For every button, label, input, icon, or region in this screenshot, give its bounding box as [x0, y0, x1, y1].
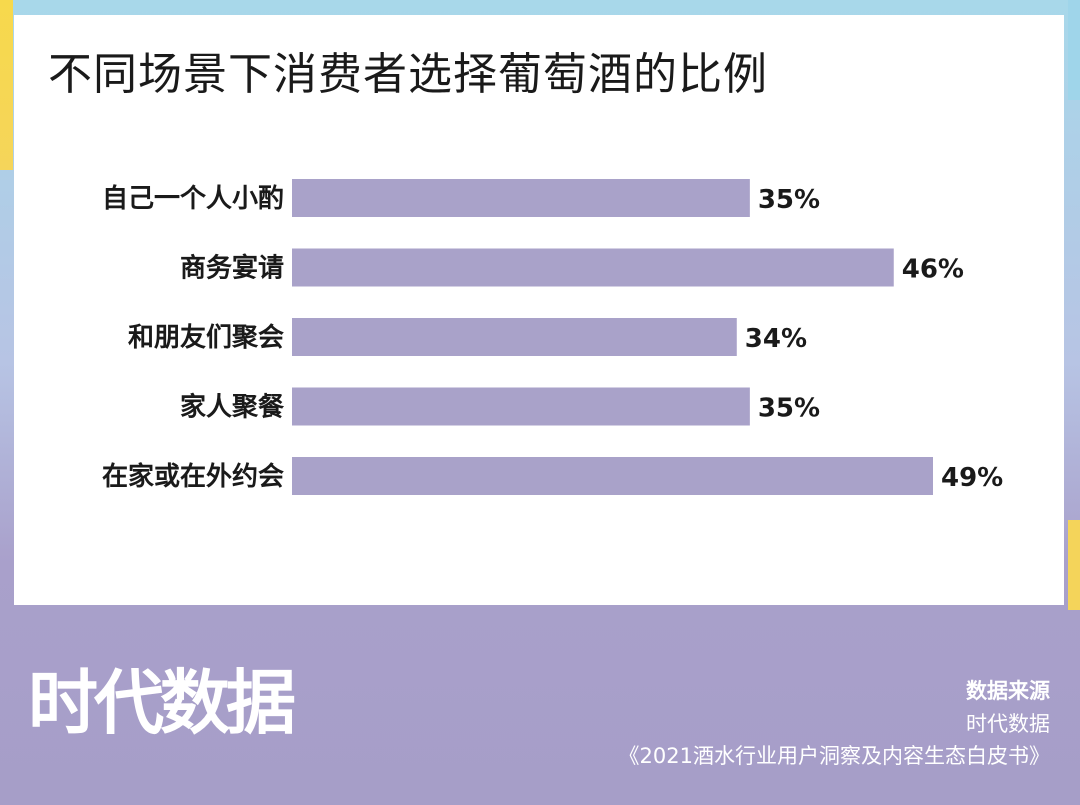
bar-0	[292, 179, 750, 217]
value-label-1: 46%	[902, 255, 964, 285]
category-label-4: 在家或在外约会	[102, 461, 284, 492]
category-label-2: 和朋友们聚会	[128, 323, 284, 353]
value-label-4: 49%	[941, 463, 1003, 493]
right-accent-stripe	[1068, 0, 1080, 100]
source-name: 时代数据	[966, 712, 1050, 736]
value-label-2: 34%	[745, 324, 807, 354]
bar-4	[292, 457, 933, 495]
left-accent-stripe	[0, 0, 13, 170]
source-heading: 数据来源	[966, 679, 1050, 703]
category-label-1: 商务宴请	[180, 253, 284, 284]
bar-3	[292, 387, 750, 426]
value-label-0: 35%	[758, 185, 820, 215]
brand-logo: 时代数据	[28, 662, 296, 744]
category-label-3: 家人聚餐	[180, 392, 285, 423]
chart-title: 不同场景下消费者选择葡萄酒的比例	[48, 49, 768, 100]
bar-2	[292, 318, 737, 356]
category-label-0: 自己一个人小酌	[102, 183, 284, 214]
chart-card	[14, 15, 1064, 605]
source-document: 《2021酒水行业用户洞察及内容生态白皮书》	[618, 744, 1050, 768]
right-accent-stripe-yellow	[1068, 520, 1080, 610]
value-label-3: 35%	[758, 394, 820, 424]
bar-1	[292, 248, 894, 287]
